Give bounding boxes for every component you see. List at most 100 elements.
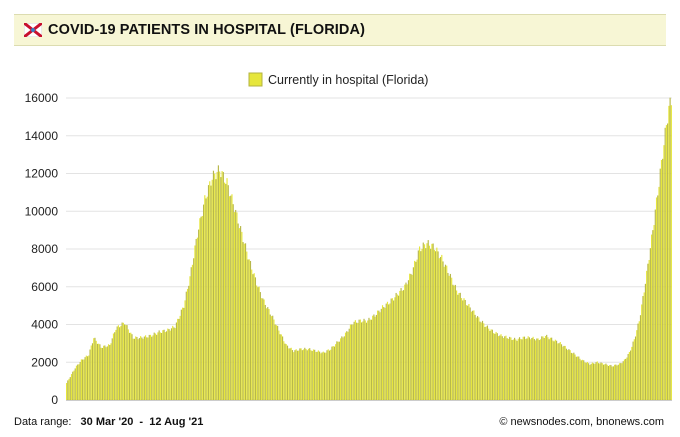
- chart-area: 0 2000 4000 6000 8000 10000 12000 14000 16000 Cu…: [0, 56, 680, 406]
- bar: [527, 336, 529, 400]
- bar: [175, 322, 178, 400]
- bar: [410, 273, 412, 400]
- bar: [368, 317, 370, 400]
- bar: [299, 348, 301, 400]
- bar: [300, 348, 302, 400]
- bar: [94, 337, 96, 400]
- y-tick-labels: 0 2000 4000 6000 8000 10000 12000 14000 16000: [25, 91, 59, 406]
- bar: [560, 344, 563, 400]
- bar: [184, 300, 186, 400]
- bar: [281, 336, 284, 400]
- bar: [606, 364, 608, 400]
- bar: [284, 343, 286, 400]
- bar: [664, 127, 666, 400]
- bar: [490, 329, 492, 400]
- bar: [464, 299, 466, 400]
- bar: [142, 338, 144, 400]
- bar: [274, 324, 276, 400]
- bar: [112, 333, 115, 400]
- bar: [212, 170, 215, 400]
- bar: [354, 320, 356, 400]
- bar: [144, 335, 147, 400]
- bar: [564, 345, 566, 400]
- bar: [590, 363, 592, 400]
- bar: [216, 171, 218, 400]
- bar: [499, 335, 501, 400]
- bar: [249, 260, 252, 400]
- chart-header: COVID-19 PATIENTS IN HOSPITAL (FLORIDA): [14, 14, 666, 46]
- bar: [662, 158, 664, 400]
- bar: [275, 325, 277, 400]
- bar: [546, 334, 548, 400]
- bar: [319, 351, 321, 400]
- bar: [252, 274, 254, 400]
- bar: [246, 251, 248, 400]
- bar: [444, 264, 447, 400]
- bar: [591, 362, 593, 400]
- bar: [333, 346, 335, 400]
- bar: [426, 243, 428, 400]
- bar: [446, 265, 448, 400]
- bar: [122, 322, 124, 400]
- bar: [117, 325, 120, 400]
- bar: [657, 195, 659, 400]
- bar: [365, 322, 368, 400]
- bar: [121, 322, 123, 400]
- bar: [349, 324, 352, 400]
- bar: [258, 286, 260, 400]
- bar: [188, 285, 190, 400]
- bar: [336, 341, 338, 400]
- bar: [257, 287, 259, 400]
- bar: [544, 336, 547, 400]
- bar: [481, 320, 484, 400]
- bar: [447, 272, 449, 400]
- bar: [135, 336, 137, 400]
- bar: [668, 105, 670, 400]
- bar: [189, 276, 191, 400]
- bar: [388, 304, 390, 400]
- bar: [595, 362, 597, 400]
- bar: [665, 125, 667, 400]
- bar: [256, 285, 258, 400]
- bar: [88, 355, 90, 400]
- bar: [575, 356, 577, 400]
- bar: [259, 292, 261, 400]
- bar: [93, 338, 95, 400]
- y-tick-label: 14000: [25, 129, 59, 143]
- bar: [95, 340, 97, 400]
- y-tick-label: 4000: [31, 318, 58, 332]
- bar: [317, 350, 319, 400]
- bar: [583, 360, 585, 400]
- bar: [353, 321, 355, 400]
- bar: [512, 339, 514, 400]
- bar: [625, 358, 627, 400]
- bar: [517, 338, 519, 400]
- bar: [330, 349, 332, 400]
- data-range-value: 30 Mar '20 - 12 Aug '21: [80, 416, 204, 428]
- bar: [428, 245, 431, 400]
- bar: [140, 336, 142, 400]
- bar: [225, 183, 227, 400]
- bar: [248, 259, 250, 400]
- bar: [474, 314, 476, 400]
- bar: [459, 292, 461, 400]
- bar: [439, 256, 442, 400]
- bar: [198, 229, 200, 400]
- bar: [312, 349, 315, 400]
- y-tick-label: 8000: [31, 242, 58, 256]
- bar: [539, 339, 542, 400]
- bar: [352, 324, 354, 400]
- bar: [510, 337, 512, 400]
- bar: [567, 350, 569, 400]
- bar: [186, 288, 189, 400]
- bar: [379, 312, 381, 400]
- y-tick-label: 12000: [25, 167, 59, 181]
- bar: [103, 345, 105, 400]
- bar: [386, 301, 389, 400]
- bar: [491, 329, 493, 400]
- bar: [315, 351, 317, 400]
- bar: [414, 260, 416, 400]
- bar: [356, 322, 358, 400]
- bar: [195, 238, 197, 400]
- bar: [163, 329, 165, 400]
